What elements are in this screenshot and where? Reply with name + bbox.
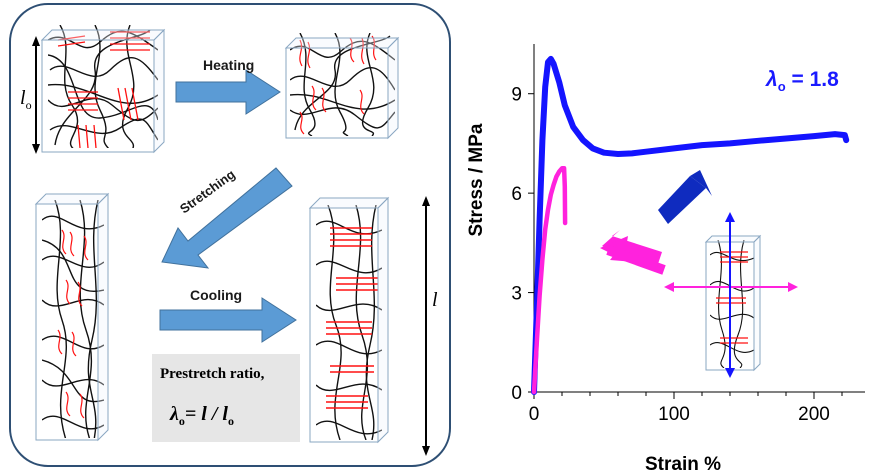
prestretch-box: Prestretch ratio, λo= l / lo <box>152 354 300 442</box>
plot-axes <box>533 44 865 393</box>
cooling-arrow: Cooling <box>159 287 297 343</box>
svg-text:lo: lo <box>20 87 32 112</box>
x-tick-label: 100 <box>658 404 690 425</box>
network-oriented <box>308 196 390 444</box>
cooling-label: Cooling <box>190 287 242 303</box>
annotation-lambda: λ <box>765 68 778 91</box>
prestretch-equation: = l / l <box>185 403 229 425</box>
network-heated <box>284 33 400 140</box>
data-series <box>531 55 850 395</box>
network-initial <box>40 25 166 154</box>
annotation-subscript: o <box>778 79 786 94</box>
schematic-frame <box>9 3 451 467</box>
prestretch-label: Prestretch ratio, <box>160 366 265 382</box>
length-final-symbol: l <box>432 289 438 311</box>
prestretch-equation-sub: o <box>228 414 234 428</box>
prestretch-annotation: λo = 1.8 <box>765 68 839 94</box>
length-initial-symbol: l <box>20 87 26 109</box>
heating-arrow: Heating <box>175 57 281 115</box>
y-axis-label: Stress / MPa <box>466 123 487 236</box>
length-marker-final: l <box>422 196 438 456</box>
stress-strain-chart: 0 100 200 0 3 6 9 Strain % Stress / MPa λo = 1… <box>466 44 865 475</box>
network-stretched <box>34 192 110 442</box>
y-tick-label: 3 <box>511 284 522 305</box>
prestretch-lambda: λ <box>169 403 179 425</box>
annotation-value: = 1.8 <box>786 68 839 91</box>
test-direction-inset <box>600 170 798 378</box>
axis-ticks: 0 100 200 0 3 6 9 <box>511 85 843 425</box>
length-initial-subscript: o <box>26 98 32 112</box>
y-tick-label: 0 <box>511 383 522 404</box>
x-tick-label: 200 <box>798 404 830 425</box>
prestretch-lambda-sub: o <box>179 414 185 428</box>
y-tick-label: 9 <box>511 85 522 106</box>
heating-label: Heating <box>203 57 254 73</box>
stretching-arrow: Stretching <box>161 166 293 269</box>
length-marker-initial: lo <box>20 36 40 154</box>
series-line-1 <box>531 55 850 395</box>
x-axis-label: Strain % <box>645 454 721 475</box>
x-tick-label: 0 <box>529 404 540 425</box>
schematic-panel: lo Heating <box>9 3 451 467</box>
svg-text:λo= l / lo: λo= l / lo <box>169 403 234 428</box>
series-line-2 <box>531 166 568 395</box>
y-tick-label: 6 <box>511 184 522 205</box>
